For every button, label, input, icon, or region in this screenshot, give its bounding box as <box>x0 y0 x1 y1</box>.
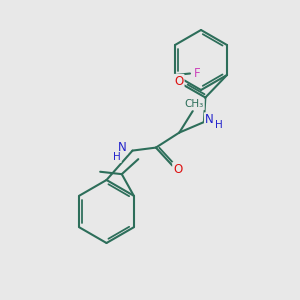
Text: F: F <box>194 67 201 80</box>
Text: N: N <box>205 113 214 126</box>
Text: N: N <box>118 141 127 154</box>
Text: O: O <box>173 163 182 176</box>
Text: CH₃: CH₃ <box>185 99 204 110</box>
Text: H: H <box>215 120 223 130</box>
Text: O: O <box>174 75 184 88</box>
Text: H: H <box>113 152 121 162</box>
